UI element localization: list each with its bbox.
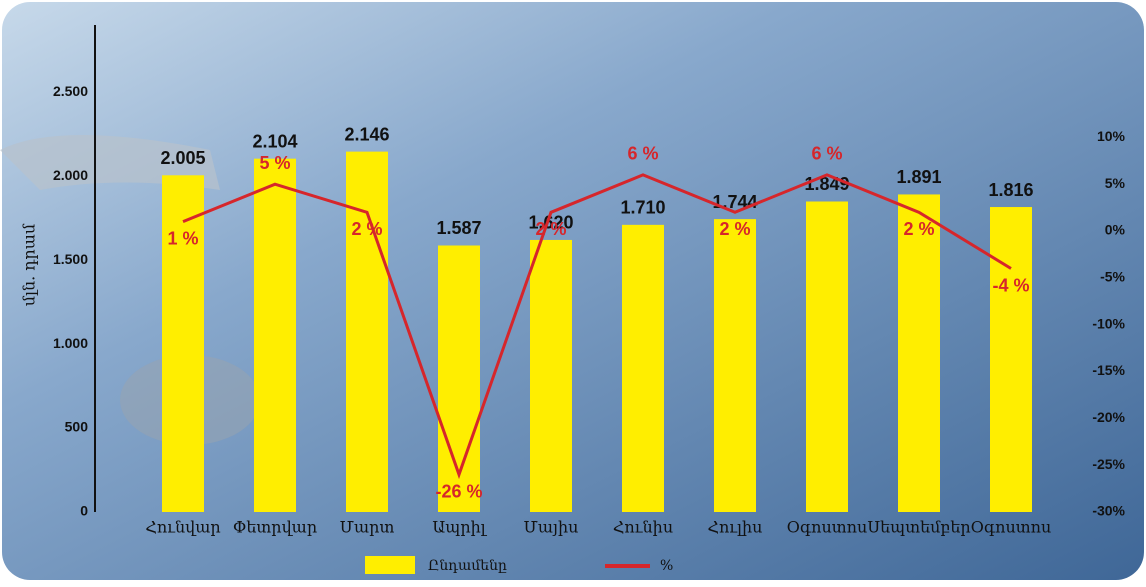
legend-label: % [660, 558, 673, 574]
bar-value-label: 1.891 [896, 167, 941, 187]
line-value-label: 5 % [259, 153, 290, 173]
line-value-label: 1 % [167, 228, 198, 248]
tick-label: -20% [1092, 409, 1125, 425]
tick-label: -10% [1092, 315, 1125, 331]
bar-value-label: 1.620 [528, 213, 573, 233]
tick-label: 1.500 [53, 251, 88, 267]
bar [530, 239, 572, 512]
bar-value-label: 1.587 [436, 218, 481, 238]
bar [162, 175, 204, 512]
x-tick-label: Օգոստոս [971, 518, 1052, 537]
tick-label: 500 [65, 419, 89, 435]
x-tick-label: Փետրվար [233, 518, 317, 537]
bar-value-label: 1.710 [620, 198, 665, 218]
line-value-label: 2 % [351, 219, 382, 239]
bar [254, 158, 296, 513]
line-value-label: -4 % [992, 275, 1029, 295]
line-value-label: 6 % [811, 144, 842, 164]
bar [898, 194, 940, 512]
bar [622, 224, 664, 512]
tick-label: 0 [80, 503, 88, 519]
tick-label: -30% [1092, 503, 1125, 519]
tick-label: 10% [1097, 128, 1126, 144]
bar-value-label: 2.104 [252, 131, 297, 151]
tick-label: 2.000 [53, 167, 88, 183]
x-tick-label: Մայիս [524, 518, 579, 537]
tick-label: 1.000 [53, 335, 88, 351]
tick-label: 0% [1105, 222, 1126, 238]
legend-swatch [365, 556, 415, 574]
tick-label: -25% [1092, 456, 1125, 472]
bar [346, 151, 388, 512]
tick-label: 2.500 [53, 83, 88, 99]
x-tick-label: Հունվար [145, 518, 220, 537]
bar-value-label: 1.849 [804, 174, 849, 194]
y-axis-label: մլն. դրամ [20, 223, 39, 306]
legend-label: Ընդամենը [428, 558, 507, 574]
line-value-label: 2 % [903, 219, 934, 239]
tick-label: 5% [1105, 175, 1126, 191]
line [182, 173, 1012, 480]
x-tick-label: Մարտ [340, 518, 395, 537]
bar [438, 245, 480, 512]
x-tick-label: Օգոստոս [787, 518, 868, 537]
line-value-label: 2 % [535, 219, 566, 239]
line-value-label: 6 % [627, 144, 658, 164]
bar-value-label: 1.744 [712, 192, 757, 212]
line-value-label: 2 % [719, 219, 750, 239]
bar [990, 207, 1032, 513]
x-tick-label: Հունիս [613, 518, 673, 537]
bar [714, 219, 756, 512]
tick-label: -15% [1092, 362, 1125, 378]
bar [806, 201, 848, 512]
x-tick-label: Սեպտեմբեր [867, 518, 970, 537]
tick-label: -5% [1100, 269, 1125, 285]
x-tick-label: Հուլիս [708, 518, 763, 537]
bar-value-label: 2.146 [344, 124, 389, 144]
line-value-label: -26 % [435, 481, 482, 501]
x-tick-label: Ապրիլ [432, 518, 487, 537]
bar-value-label: 1.816 [988, 180, 1033, 200]
bar-value-label: 2.005 [160, 148, 205, 168]
